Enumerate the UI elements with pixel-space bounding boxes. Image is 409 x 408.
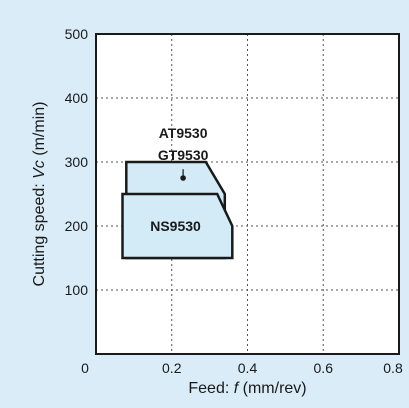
region-label: GT9530 <box>158 147 209 163</box>
x-tick-label: 0.8 <box>383 360 403 376</box>
y-tick-label: 200 <box>65 218 89 234</box>
regions: AT9530 GT9530 NS9530 <box>121 125 234 260</box>
y-tick-labels: 100 200 300 400 500 <box>65 26 89 298</box>
x-tick-label: 0.4 <box>238 360 258 376</box>
y-tick-label: 100 <box>65 282 89 298</box>
x-tick-label: 0.2 <box>162 360 182 376</box>
region-label: NS9530 <box>150 218 201 234</box>
x-tick-label: 0 <box>81 360 89 376</box>
plot-frame <box>95 33 400 355</box>
y-tick-label: 500 <box>65 26 89 42</box>
x-tick-label: 0.6 <box>314 360 334 376</box>
x-axis-title: Feed: f (mm/rev) <box>188 380 306 397</box>
y-tick-label: 300 <box>65 154 89 170</box>
y-tick-label: 400 <box>65 90 89 106</box>
region-1 <box>121 192 234 260</box>
y-axis-title: Cutting speed: Vc (m/min) <box>31 102 48 287</box>
region-label: AT9530 <box>159 125 208 141</box>
x-tick-labels: 0 0.2 0.4 0.6 0.8 <box>81 360 403 376</box>
